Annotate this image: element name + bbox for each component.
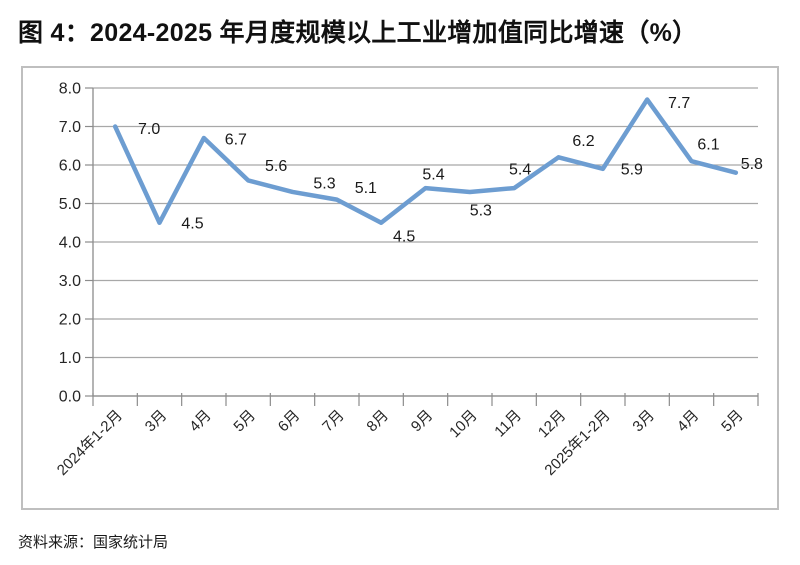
y-axis-label: 8.0 <box>59 81 81 98</box>
y-axis-label: 4.0 <box>59 235 81 252</box>
x-axis-label: 8月 <box>363 407 392 436</box>
data-label: 5.3 <box>313 175 335 192</box>
data-label: 5.6 <box>265 158 287 175</box>
y-axis-label: 3.0 <box>59 273 81 290</box>
data-label: 5.4 <box>509 162 531 179</box>
data-label: 4.5 <box>393 228 415 245</box>
source-note: 资料来源：国家统计局 <box>18 534 169 551</box>
x-axis-label: 2024年1-2月 <box>54 407 126 479</box>
y-axis-label: 0.0 <box>59 389 81 406</box>
x-axis-label: 3月 <box>142 407 171 436</box>
x-axis-label: 5月 <box>230 407 259 436</box>
data-label: 6.2 <box>572 133 594 150</box>
data-label: 5.9 <box>621 161 643 178</box>
x-axis-label: 5月 <box>718 407 747 436</box>
x-axis-label: 4月 <box>186 407 215 436</box>
y-axis-label: 7.0 <box>59 119 81 136</box>
data-label: 5.8 <box>741 156 763 173</box>
x-axis-label: 11月 <box>491 407 525 441</box>
x-axis-label: 4月 <box>674 407 703 436</box>
x-axis-label: 9月 <box>408 407 437 436</box>
line-chart: 0.0 1.0 2.0 3.0 4.0 5.0 6.0 7.0 8.0 2024年1-2月 3月 4月… <box>54 81 763 479</box>
data-label: 4.5 <box>181 215 203 232</box>
x-axis-label: 6月 <box>275 407 304 436</box>
data-label: 7.0 <box>138 121 160 138</box>
series-line <box>112 97 739 225</box>
y-axis-label: 6.0 <box>59 158 81 175</box>
data-label: 6.1 <box>697 137 719 154</box>
data-label: 5.3 <box>470 202 492 219</box>
figure-title: 图 4：2024-2025 年月度规模以上工业增加值同比增速（%） <box>18 19 698 47</box>
chart-container: 0.0 1.0 2.0 3.0 4.0 5.0 6.0 7.0 8.0 2024年1-2月 3月 4月… <box>21 66 779 510</box>
x-axis-label: 3月 <box>629 407 658 436</box>
data-label: 5.1 <box>355 180 377 197</box>
x-axis-label: 10月 <box>446 407 480 441</box>
x-axis-label: 12月 <box>535 407 569 441</box>
data-label: 6.7 <box>225 132 247 149</box>
y-axis-label: 1.0 <box>59 350 81 367</box>
data-label: 5.4 <box>422 167 444 184</box>
y-axis-label: 2.0 <box>59 312 81 329</box>
y-axis-label: 5.0 <box>59 196 81 213</box>
data-label: 7.7 <box>668 95 690 112</box>
x-axis-label: 7月 <box>319 407 348 436</box>
